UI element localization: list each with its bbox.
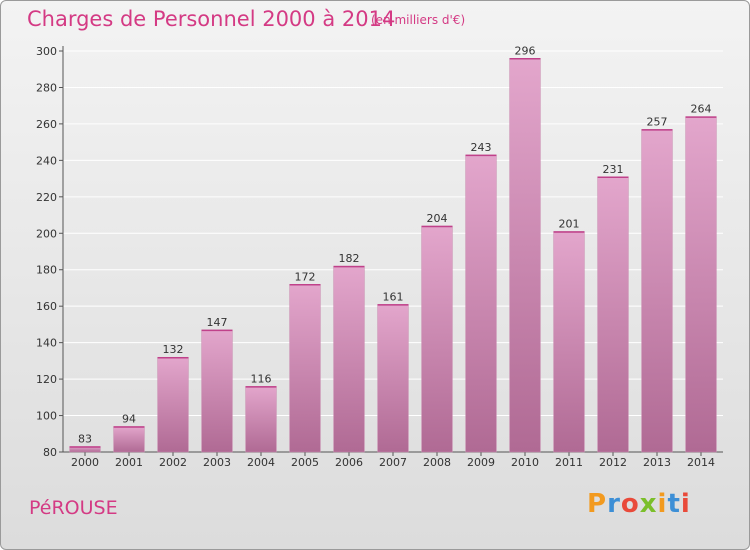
bar (157, 356, 189, 453)
value-label: 264 (691, 103, 712, 116)
value-label: 296 (515, 44, 536, 57)
x-tick-label: 2003 (203, 456, 231, 469)
x-tick-label: 2005 (291, 456, 319, 469)
y-tick-label: 160 (36, 300, 57, 313)
x-tick-label: 2002 (159, 456, 187, 469)
bar (641, 129, 673, 453)
x-tick-label: 2014 (687, 456, 715, 469)
bar (465, 154, 497, 453)
logo-letter: x (639, 489, 658, 519)
y-tick-label: 260 (36, 118, 57, 131)
value-label: 147 (207, 316, 228, 329)
y-tick-label: 140 (36, 337, 57, 350)
bars (69, 58, 717, 453)
bar (421, 225, 453, 453)
y-tick-label: 100 (36, 410, 57, 423)
x-tick-label: 2011 (555, 456, 583, 469)
bar (597, 176, 629, 453)
unit-note: (en milliers d'€) (371, 13, 466, 27)
x-tick-label: 2000 (71, 456, 99, 469)
value-label: 204 (427, 212, 448, 225)
logo-letter: i (680, 489, 691, 519)
y-tick-label: 120 (36, 373, 57, 386)
y-tick-label: 280 (36, 81, 57, 94)
x-tick-label: 2006 (335, 456, 363, 469)
bar (685, 116, 717, 453)
y-tick-label: 220 (36, 191, 57, 204)
value-label: 116 (251, 372, 272, 385)
chart-title: Charges de Personnel 2000 à 2014 (27, 7, 396, 31)
value-label: 243 (471, 141, 492, 154)
x-tick-label: 2004 (247, 456, 275, 469)
y-tick-label: 240 (36, 154, 57, 167)
logo-letter: t (667, 489, 681, 519)
y-tick-label: 300 (36, 45, 57, 58)
commune-name: PéROUSE (29, 497, 118, 519)
bar (289, 284, 321, 453)
bar (113, 426, 145, 453)
y-tick-label: 200 (36, 227, 57, 240)
value-label: 182 (339, 252, 360, 265)
logo-letter: o (620, 489, 640, 519)
bar (245, 386, 277, 453)
x-tick-label: 2007 (379, 456, 407, 469)
x-tick-label: 2009 (467, 456, 495, 469)
value-label: 94 (122, 412, 136, 425)
value-label: 257 (647, 115, 668, 128)
bar (509, 58, 541, 453)
x-tick-label: 2010 (511, 456, 539, 469)
value-label: 172 (295, 270, 316, 283)
bar (333, 265, 365, 453)
y-tick-label: 180 (36, 264, 57, 277)
logo-letter: P (587, 489, 608, 519)
y-tick-label: 80 (43, 446, 57, 459)
bar (201, 329, 233, 453)
bar (553, 231, 585, 453)
value-label: 161 (383, 290, 404, 303)
x-tick-label: 2008 (423, 456, 451, 469)
logo-letter: r (607, 489, 621, 519)
x-tick-label: 2013 (643, 456, 671, 469)
value-labels: 83 94 132 147 116 172 182 161 204 243 296 201 231 257… (78, 44, 712, 445)
value-label: 201 (559, 217, 580, 230)
tick-labels: 80 100 120 140 160 180 200 220 240 260 280 300 2000 2… (36, 45, 715, 469)
bar (377, 304, 409, 453)
value-label: 83 (78, 433, 92, 446)
x-tick-label: 2001 (115, 456, 143, 469)
proxiti-logo: Proxiti (587, 489, 691, 519)
x-tick-label: 2012 (599, 456, 627, 469)
value-label: 132 (163, 343, 184, 356)
value-label: 231 (603, 163, 624, 176)
logo-letter: i (657, 489, 668, 519)
